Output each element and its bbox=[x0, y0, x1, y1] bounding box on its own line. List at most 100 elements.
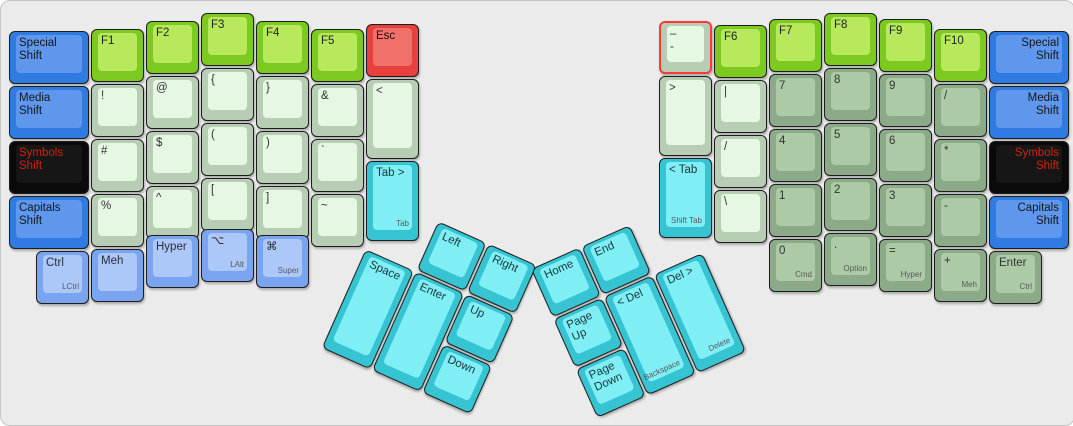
keycap-surface bbox=[776, 243, 815, 281]
key-greater-than[interactable]: > bbox=[659, 76, 712, 156]
key-label: . bbox=[834, 239, 838, 251]
key-label: { bbox=[211, 74, 215, 86]
keycap-surface bbox=[153, 239, 192, 277]
key-label: ( bbox=[211, 129, 215, 141]
key-brace-open[interactable]: { bbox=[201, 68, 254, 121]
key-minus[interactable]: - bbox=[934, 194, 987, 247]
key-label: $ bbox=[156, 137, 163, 149]
keycap-surface bbox=[208, 72, 247, 110]
key-backtick[interactable]: ` bbox=[311, 139, 364, 192]
key-ctrl[interactable]: Ctrl LCtrl bbox=[36, 251, 89, 304]
key-7[interactable]: 7 bbox=[769, 74, 822, 127]
keycap-surface bbox=[43, 255, 82, 293]
key-less-than[interactable]: < bbox=[366, 79, 419, 159]
key-super[interactable]: ⌘ Super bbox=[256, 235, 309, 288]
key-caret[interactable]: ^ bbox=[146, 186, 199, 239]
key-label: F4 bbox=[266, 27, 280, 39]
key-f9[interactable]: F9 bbox=[879, 19, 932, 72]
key-f8[interactable]: F8 bbox=[824, 13, 877, 66]
key-dash-selected[interactable]: – - bbox=[659, 21, 712, 74]
key-symbols-shift-right[interactable]: Symbols Shift bbox=[989, 141, 1069, 194]
key-label: Special Shift bbox=[19, 37, 57, 62]
key-bracket-open[interactable]: [ bbox=[201, 178, 254, 231]
key-f4[interactable]: F4 bbox=[256, 21, 309, 74]
key-shift-tab[interactable]: < Tab Shift Tab bbox=[659, 158, 712, 238]
key-backslash[interactable]: \ bbox=[714, 190, 767, 243]
key-label: 3 bbox=[889, 190, 896, 202]
key-period-option[interactable]: . Option bbox=[824, 233, 877, 286]
key-label: Media Shift bbox=[19, 92, 51, 117]
key-meh[interactable]: Meh bbox=[91, 249, 144, 302]
keycap-surface bbox=[98, 88, 137, 126]
keycap-surface bbox=[886, 188, 925, 226]
key-paren-open[interactable]: ( bbox=[201, 123, 254, 176]
key-brace-close[interactable]: } bbox=[256, 76, 309, 129]
keycap-surface bbox=[886, 23, 925, 61]
key-label: ^ bbox=[156, 192, 162, 204]
key-capitals-shift-left[interactable]: Capitals Shift bbox=[9, 196, 89, 249]
key-2[interactable]: 2 bbox=[824, 178, 877, 231]
key-0-cmd[interactable]: 0 Cmd bbox=[769, 239, 822, 292]
key-plus-meh[interactable]: + Meh bbox=[934, 249, 987, 302]
key-1[interactable]: 1 bbox=[769, 184, 822, 237]
key-tilde[interactable]: ~ bbox=[311, 194, 364, 247]
key-tab-forward[interactable]: Tab > Tab bbox=[366, 161, 419, 241]
key-at[interactable]: @ bbox=[146, 76, 199, 129]
key-capitals-shift-right[interactable]: Capitals Shift bbox=[989, 196, 1069, 249]
key-label: * bbox=[944, 145, 949, 157]
key-f7[interactable]: F7 bbox=[769, 19, 822, 72]
keycap-surface bbox=[776, 188, 815, 226]
key-media-shift-left[interactable]: Media Shift bbox=[9, 86, 89, 139]
key-label: ! bbox=[101, 90, 105, 102]
key-sublabel: Hyper bbox=[900, 270, 922, 279]
key-label: } bbox=[266, 82, 270, 94]
key-label: 1 bbox=[779, 190, 786, 202]
key-slash[interactable]: / bbox=[714, 135, 767, 188]
key-slash-numpad[interactable]: / bbox=[934, 84, 987, 137]
key-dollar[interactable]: $ bbox=[146, 131, 199, 184]
keycap-surface bbox=[886, 78, 925, 116]
key-f10[interactable]: F10 bbox=[934, 29, 987, 82]
key-symbols-shift-left[interactable]: Symbols Shift bbox=[9, 141, 89, 194]
key-enter-ctrl[interactable]: Enter Ctrl bbox=[989, 251, 1042, 304]
keycap-surface bbox=[996, 90, 1062, 128]
key-f3[interactable]: F3 bbox=[201, 13, 254, 66]
key-equals-hyper[interactable]: = Hyper bbox=[879, 239, 932, 292]
keycap-surface bbox=[263, 25, 302, 63]
key-label: Symbols Shift bbox=[19, 147, 64, 172]
key-esc[interactable]: Esc bbox=[366, 24, 419, 77]
key-label: # bbox=[101, 145, 108, 157]
key-label: F3 bbox=[211, 19, 225, 31]
key-9[interactable]: 9 bbox=[879, 74, 932, 127]
key-label: ) bbox=[266, 137, 270, 149]
key-lalt[interactable]: ⌥ LAlt bbox=[201, 229, 254, 282]
key-f6[interactable]: F6 bbox=[714, 25, 767, 78]
key-special-shift-right[interactable]: Special Shift bbox=[989, 31, 1069, 84]
key-f5[interactable]: F5 bbox=[311, 29, 364, 82]
key-4[interactable]: 4 bbox=[769, 129, 822, 182]
key-label: > bbox=[669, 82, 676, 94]
key-ampersand[interactable]: & bbox=[311, 84, 364, 137]
key-pipe[interactable]: | bbox=[714, 80, 767, 133]
key-sublabel: Ctrl bbox=[1019, 282, 1032, 291]
key-hash[interactable]: # bbox=[91, 139, 144, 192]
key-5[interactable]: 5 bbox=[824, 123, 877, 176]
key-exclamation[interactable]: ! bbox=[91, 84, 144, 137]
key-special-shift-left[interactable]: Special Shift bbox=[9, 31, 89, 84]
key-3[interactable]: 3 bbox=[879, 184, 932, 237]
key-6[interactable]: 6 bbox=[879, 129, 932, 182]
keycap-surface bbox=[667, 26, 704, 62]
key-bracket-close[interactable]: ] bbox=[256, 186, 309, 239]
key-f1[interactable]: F1 bbox=[91, 29, 144, 82]
key-8[interactable]: 8 bbox=[824, 68, 877, 121]
key-paren-close[interactable]: ) bbox=[256, 131, 309, 184]
key-f2[interactable]: F2 bbox=[146, 21, 199, 74]
key-asterisk[interactable]: * bbox=[934, 139, 987, 192]
key-media-shift-right[interactable]: Media Shift bbox=[989, 86, 1069, 139]
key-label: 0 bbox=[779, 245, 786, 257]
keycap-surface bbox=[318, 88, 357, 126]
key-percent[interactable]: % bbox=[91, 194, 144, 247]
keycap-surface bbox=[886, 133, 925, 171]
key-hyper[interactable]: Hyper bbox=[146, 235, 199, 288]
key-sublabel: Meh bbox=[961, 280, 977, 289]
